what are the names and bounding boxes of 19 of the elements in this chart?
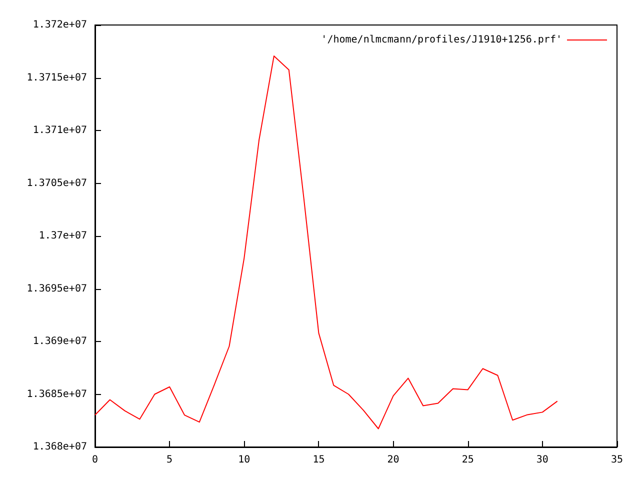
y-tick-label: 1.3715e+07 [26, 72, 87, 84]
x-tick-label: 0 [92, 454, 98, 466]
y-tick-label: 1.3695e+07 [26, 283, 87, 294]
x-tick-label: 25 [462, 454, 474, 466]
y-tick-label: 1.372e+07 [32, 20, 87, 30]
y-tick-label: 1.368e+07 [32, 442, 87, 452]
y-tick-label: 1.369e+07 [32, 336, 87, 347]
x-tick-label: 10 [238, 454, 250, 466]
line-series [94, 56, 558, 430]
y-tick-label: 1.371e+07 [32, 125, 87, 136]
x-tick-label: 35 [610, 454, 624, 466]
y-tick-label: 1.3685e+07 [26, 388, 87, 400]
x-tick-label: 15 [312, 454, 325, 466]
y-tick-label: 1.3705e+07 [26, 178, 87, 189]
x-tick-label: 5 [166, 454, 173, 466]
x-tick-label: 30 [536, 454, 548, 466]
legend-label: '/home/nlmcmann/profiles/J1910+1256.prf' [321, 34, 562, 46]
x-tick-label: 20 [387, 454, 400, 466]
y-tick-label: 1.37e+07 [38, 230, 87, 242]
